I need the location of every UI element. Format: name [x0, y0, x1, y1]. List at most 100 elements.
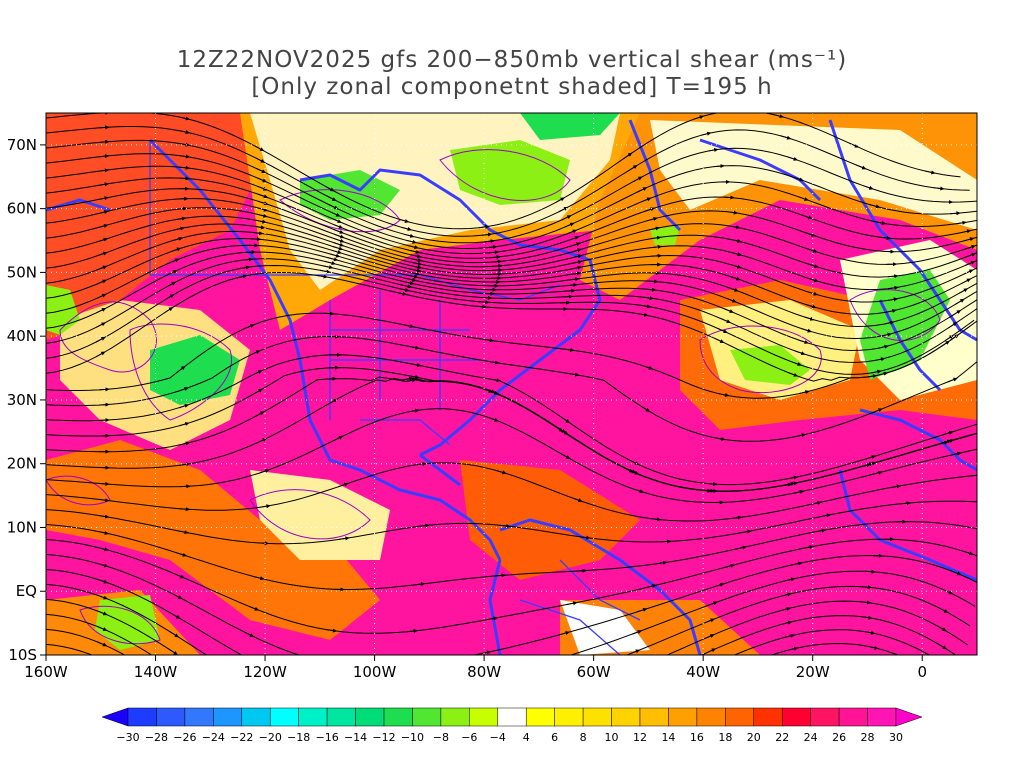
streamline-arrow: [396, 690, 405, 691]
streamline-arrow: [398, 749, 407, 750]
lon-tick-label: 80W: [467, 663, 501, 681]
streamline-arrow: [944, 334, 954, 342]
streamline-arrow: [256, 213, 268, 218]
streamline: [46, 271, 971, 382]
streamline-arrow: [579, 535, 591, 540]
streamline-arrow: [650, 235, 662, 240]
streamline-arrow: [869, 204, 881, 209]
streamline-arrow: [256, 167, 267, 174]
streamline-arrow: [807, 291, 819, 296]
streamline-arrow: [801, 328, 813, 333]
streamline-arrow: [491, 259, 503, 264]
streamline-arrow: [328, 398, 338, 405]
streamline-arrow: [781, 482, 793, 487]
streamline-arrow: [331, 218, 343, 223]
streamline-arrow: [642, 365, 654, 370]
streamline-arrow: [164, 294, 175, 301]
streamline-arrow: [402, 376, 414, 381]
streamline-arrow: [97, 563, 109, 568]
streamline-arrow: [403, 324, 415, 329]
colorbar-label: 22: [775, 731, 789, 744]
streamline-arrow: [566, 601, 578, 606]
streamline-arrow: [322, 265, 334, 270]
streamline-arrow: [793, 176, 804, 182]
streamline: [46, 642, 900, 655]
streamline: [46, 521, 977, 590]
streamline-arrow: [175, 216, 187, 221]
streamline-arrow: [330, 211, 341, 217]
streamline-arrow: [976, 528, 977, 530]
streamline-arrow: [740, 529, 752, 534]
streamline-arrow: [96, 279, 107, 285]
streamline-arrow: [256, 177, 268, 183]
colorbar-swatch: [696, 707, 726, 727]
streamline-arrow: [178, 422, 190, 427]
streamline-arrow: [820, 513, 832, 518]
colorbar-swatch: [383, 707, 413, 727]
streamline-arrow: [650, 517, 662, 522]
streamline-arrow: [252, 231, 264, 236]
colorbar-swatch: [213, 707, 243, 727]
streamline-arrow: [717, 328, 728, 333]
streamline-arrow: [170, 247, 182, 253]
colorbar-label: 6: [551, 731, 558, 744]
streamline-arrow: [478, 300, 490, 305]
streamline-arrow: [96, 293, 107, 299]
streamline-arrow: [937, 625, 947, 632]
streamline-arrow: [965, 252, 977, 258]
streamline-arrow: [965, 260, 976, 266]
streamline-arrow: [490, 378, 502, 383]
colorbar-label: −8: [433, 731, 449, 744]
streamline-arrow: [795, 433, 807, 438]
streamline-arrow: [411, 261, 423, 266]
streamline-arrow: [254, 411, 265, 418]
streamline-arrow: [807, 248, 818, 253]
streamline: [46, 165, 977, 255]
streamline-arrow: [172, 593, 183, 600]
colorbar-label: 28: [861, 731, 875, 744]
streamline-arrow: [955, 220, 967, 225]
streamline-arrow: [640, 304, 652, 309]
streamline-arrow: [239, 265, 251, 270]
streamline-arrow: [320, 661, 329, 663]
streamline-arrow: [486, 244, 498, 249]
streamline-arrow: [254, 225, 266, 230]
colorbar-swatch: [326, 707, 356, 727]
streamline-arrow: [942, 678, 950, 683]
streamline-arrow: [171, 612, 181, 619]
streamline-arrow: [163, 307, 174, 314]
streamline-arrow: [255, 219, 267, 224]
streamline-arrow: [736, 545, 747, 550]
streamline-arrow: [848, 142, 860, 148]
streamline: [46, 568, 976, 655]
streamline-arrow: [98, 514, 110, 519]
colorbar-swatch: [127, 707, 157, 727]
colorbar-label: 10: [605, 731, 619, 744]
streamlines: [46, 113, 977, 750]
streamline-arrow: [98, 139, 110, 144]
streamline-arrow: [700, 131, 712, 136]
streamline-arrow: [568, 277, 580, 282]
streamline-arrow: [623, 467, 634, 473]
streamline-arrow: [630, 667, 638, 670]
streamline-arrow: [259, 469, 270, 474]
lat-tick-label: 30N: [7, 391, 37, 409]
streamline-arrow: [488, 360, 500, 365]
streamline-arrow: [408, 345, 420, 350]
streamline-arrow: [179, 462, 191, 467]
streamline-arrow: [178, 403, 190, 409]
streamline-arrow: [338, 482, 349, 488]
streamline: [46, 244, 977, 340]
streamline-arrow: [571, 260, 583, 264]
lat-tick-label: 10N: [7, 518, 37, 536]
colorbar-swatch: [156, 707, 186, 727]
streamline-arrow: [643, 296, 655, 300]
colorbar-label: −24: [202, 731, 225, 744]
streamline-arrow: [951, 309, 962, 317]
streamline-arrow: [575, 568, 587, 573]
lon-tick-label: 20W: [796, 663, 830, 681]
streamline-arrow: [327, 257, 339, 262]
streamline-arrow: [410, 363, 422, 367]
streamline-arrow: [97, 579, 109, 584]
